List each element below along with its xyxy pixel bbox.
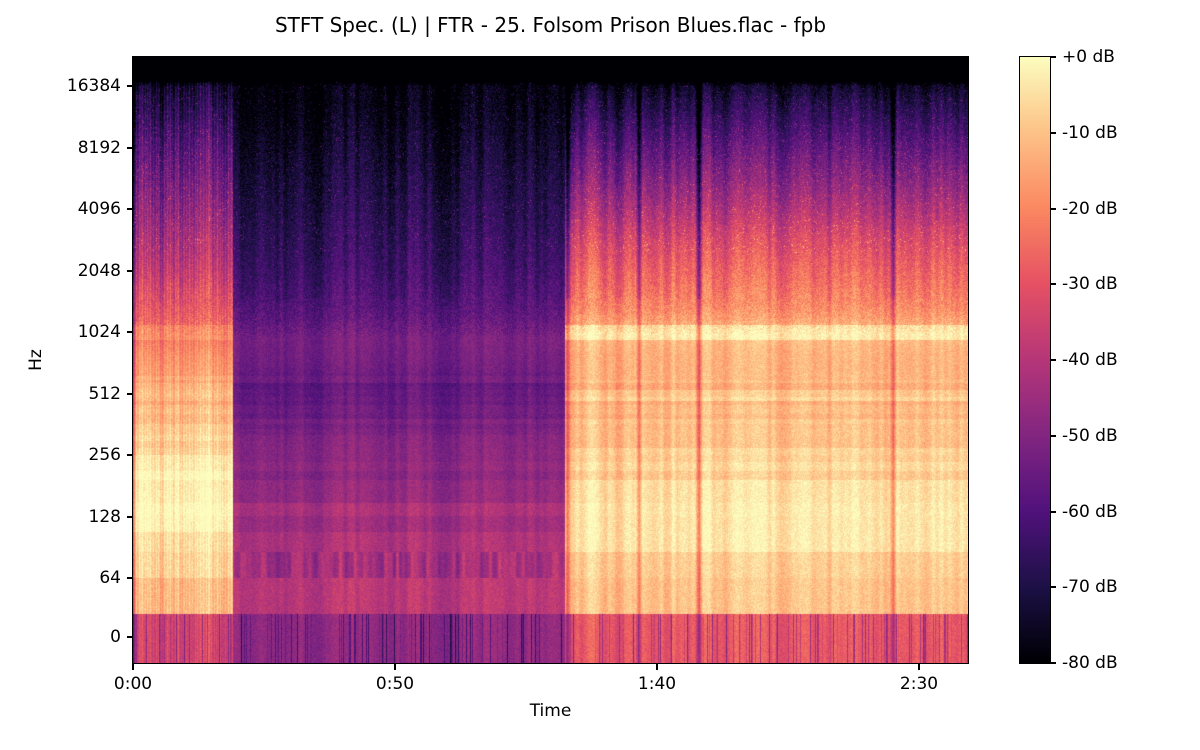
y-tick-mark: [127, 208, 133, 210]
y-tick-label: 8192: [77, 137, 121, 158]
colorbar-tick-label: -40 dB: [1062, 350, 1118, 370]
colorbar-canvas: [1020, 57, 1050, 663]
colorbar-tick-mark: [1051, 359, 1056, 361]
y-axis-label: Hz: [26, 349, 46, 371]
y-tick-label: 128: [88, 506, 121, 527]
x-tick-mark: [918, 664, 920, 670]
colorbar-tick-mark: [1051, 434, 1056, 437]
spectrogram-canvas: [133, 57, 968, 663]
y-tick-mark: [127, 85, 133, 87]
colorbar-tick-mark: [1051, 510, 1056, 513]
x-tick-mark: [394, 664, 396, 670]
colorbar-tick-label: -60 dB: [1062, 501, 1118, 522]
y-tick-mark: [127, 515, 133, 518]
colorbar-tick-label: -70 dB: [1062, 577, 1118, 598]
y-tick-label: 1024: [77, 322, 121, 342]
colorbar-tick-mark: [1051, 56, 1056, 58]
colorbar-tick-label: -80 dB: [1062, 653, 1118, 673]
colorbar-tick-label: -50 dB: [1062, 425, 1118, 446]
colorbar-tick-mark: [1051, 207, 1056, 210]
colorbar-tick-label: -10 dB: [1062, 122, 1118, 143]
x-axis-label: Time: [529, 701, 572, 721]
y-tick-label: 2048: [77, 260, 121, 281]
x-tick-label: 0:50: [375, 674, 415, 694]
x-tick-mark: [656, 664, 658, 670]
x-tick-label: 1:40: [637, 674, 677, 694]
x-tick-label: 0:00: [113, 674, 153, 694]
y-tick-mark: [127, 454, 133, 456]
y-tick-label: 16384: [66, 76, 121, 96]
x-tick-mark: [132, 664, 134, 670]
y-tick-label: 0: [110, 627, 121, 647]
colorbar-tick-mark: [1051, 662, 1056, 664]
y-tick-mark: [127, 269, 133, 272]
y-tick-label: 512: [88, 383, 121, 404]
y-tick-label: 4096: [77, 199, 121, 219]
y-tick-label: 256: [88, 445, 121, 465]
y-tick-mark: [127, 577, 133, 579]
y-tick-mark: [127, 392, 133, 395]
x-tick-label: 2:30: [899, 674, 939, 694]
y-tick-label: 64: [99, 568, 121, 588]
colorbar: [1019, 56, 1051, 664]
colorbar-tick-label: -30 dB: [1062, 274, 1118, 295]
colorbar-tick-mark: [1051, 131, 1056, 134]
plot-area: [132, 56, 969, 664]
colorbar-tick-label: -20 dB: [1062, 198, 1118, 219]
y-tick-mark: [127, 146, 133, 149]
y-tick-mark: [127, 636, 133, 638]
colorbar-tick-label: +0 dB: [1062, 47, 1115, 67]
chart-title: STFT Spec. (L) | FTR - 25. Folsom Prison…: [274, 13, 827, 37]
y-tick-mark: [127, 331, 133, 333]
colorbar-tick-mark: [1051, 586, 1056, 589]
colorbar-tick-mark: [1051, 283, 1056, 286]
